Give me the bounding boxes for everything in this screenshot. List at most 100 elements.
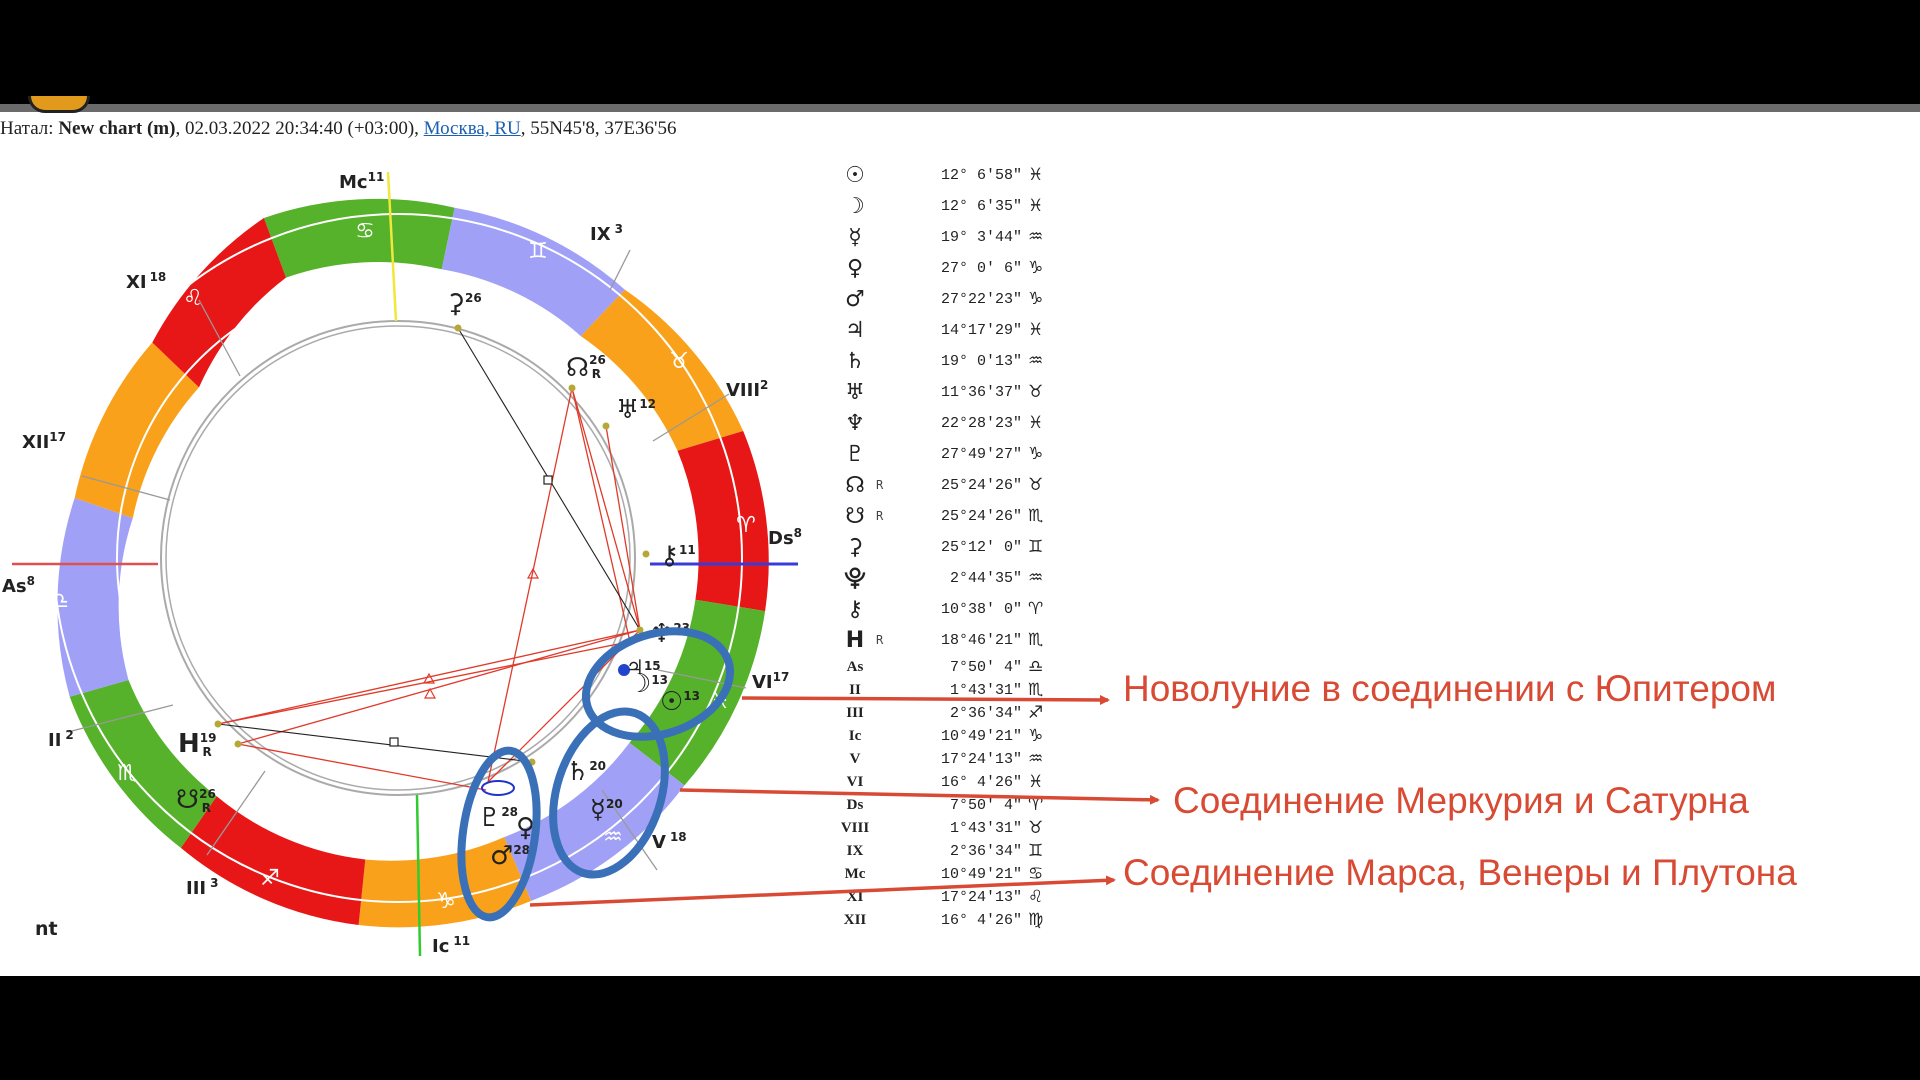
position-degree: 16° 4'26"	[940, 912, 1022, 929]
position-retro-flag: R	[876, 633, 884, 647]
highlight-new-moon-jupiter	[581, 627, 735, 741]
position-sign-icon: ♌	[1028, 887, 1044, 907]
pluto-icon: ♇28	[478, 803, 518, 833]
position-symbol: Mc	[844, 866, 866, 882]
position-degree: 11°36'37"	[940, 384, 1022, 401]
sign-segment-cancer	[263, 198, 455, 278]
position-sign-icon: ♋	[1028, 864, 1044, 884]
position-row: Ds 7°50' 4" ♈	[838, 794, 1044, 817]
house-label-viii: VIII2	[726, 378, 768, 401]
position-sign-icon: ♑	[1028, 726, 1044, 746]
house-label-iii: III 3	[186, 876, 218, 899]
sign-segment-gemini	[441, 207, 625, 337]
position-degree: 10°49'21"	[940, 866, 1022, 883]
position-symbol: ☽	[845, 194, 865, 219]
position-degree: 14°17'29"	[940, 322, 1022, 339]
header-prefix: Натал:	[0, 118, 54, 139]
position-symbol: V	[849, 751, 861, 767]
aries-icon: ♈	[736, 513, 756, 538]
aspect-triangles	[422, 567, 540, 699]
position-degree: 22°28'23"	[940, 415, 1022, 432]
logo-icon	[28, 96, 90, 113]
opposition-lines	[217, 327, 641, 763]
position-row: H R 18°46'21" ♏	[838, 625, 1043, 656]
position-sign-icon: ♑	[1028, 258, 1044, 278]
position-sign-icon: ♓	[1028, 165, 1044, 185]
position-symbol: ⚳	[846, 535, 864, 560]
uranus-icon: ♅12	[616, 395, 656, 425]
position-symbol: ♄	[845, 349, 865, 374]
position-sign-icon: ♑	[1028, 289, 1044, 309]
annotation-mars-venus-pluto: Соединение Марса, Венеры и Плутона	[1123, 852, 1797, 893]
place-link[interactable]: Москва, RU	[423, 118, 521, 139]
position-row: ♇ 27°49'27" ♑	[838, 439, 1043, 470]
position-symbol: VIII	[840, 820, 870, 836]
position-degree: 10°38' 0"	[940, 601, 1022, 618]
position-degree: 27° 0' 6"	[940, 260, 1022, 277]
position-symbol: ♀	[846, 256, 864, 281]
venus-icon: ♀	[516, 813, 535, 843]
sign-segment-libra	[57, 497, 133, 697]
position-sign-icon: ♒	[1028, 227, 1044, 247]
position-symbol: Ic	[848, 728, 862, 744]
house-label-vi: VI17	[752, 670, 789, 693]
position-sign-icon: ♓	[1028, 413, 1044, 433]
virgo-icon: ♍	[75, 419, 95, 444]
position-sign-icon: ♏	[1028, 630, 1044, 650]
position-degree: 16° 4'26"	[940, 774, 1022, 791]
position-sign-icon: ♓	[1028, 320, 1044, 340]
position-row: ♄ 19° 0'13" ♒	[838, 346, 1043, 377]
position-degree: 10°49'21"	[940, 728, 1022, 745]
position-retro-flag: R	[876, 509, 884, 523]
mc-axis	[386, 171, 398, 322]
position-symbol: XII	[843, 912, 867, 928]
position-row: ☽ 12° 6'35" ♓	[838, 191, 1043, 222]
position-row: ☋ R 25°24'26" ♏	[838, 501, 1043, 532]
position-degree: 7°50' 4"	[949, 797, 1022, 814]
capricorn-icon: ♑	[436, 889, 456, 914]
position-sign-icon: ♈	[1028, 599, 1044, 619]
position-row: ⚳ 25°12' 0" ♊	[838, 532, 1043, 563]
annotation-new-moon: Новолуние в соединении с Юпитером	[1123, 668, 1777, 709]
moon-icon: ☽13	[628, 669, 668, 699]
position-degree: 1°43'31"	[949, 820, 1022, 837]
position-sign-icon: ♊	[1028, 537, 1044, 557]
position-degree: 19° 3'44"	[940, 229, 1022, 246]
house-label-mc: Mc11	[339, 170, 384, 193]
house-cusp-lines	[67, 249, 747, 871]
jupiter-label: ♃15	[626, 655, 661, 679]
position-symbol: As	[846, 659, 864, 675]
aspect-lines	[217, 387, 641, 791]
position-sign-icon: ♒	[1028, 568, 1044, 588]
sign-segment-aquarius	[504, 742, 685, 901]
position-degree: 7°50' 4"	[949, 659, 1022, 676]
position-degree: 1°43'31"	[949, 682, 1022, 699]
aquarius-icon: ♒	[603, 825, 623, 850]
position-degree: 19° 0'13"	[940, 353, 1022, 370]
position-row: ♅ 11°36'37" ♉	[838, 377, 1043, 408]
position-degree: 2°36'34"	[949, 705, 1022, 722]
position-symbol: H	[845, 628, 865, 653]
inner-circle-inner	[165, 325, 631, 791]
chart-datetime: , 02.03.2022 20:34:40 (+03:00),	[175, 118, 424, 139]
jupiter-dot	[618, 664, 630, 676]
south-node-icon: ☋26 R	[176, 785, 216, 815]
house-label-xii: XII17	[22, 430, 66, 453]
highlight-mercury-saturn	[549, 707, 669, 879]
position-row: ♆ 22°28'23" ♓	[838, 408, 1043, 439]
leo-icon: ♌	[183, 286, 203, 311]
position-symbol: II	[849, 682, 861, 698]
position-row: II 1°43'31" ♏	[838, 679, 1043, 702]
position-row: ☉ 12° 6'58" ♓	[838, 160, 1043, 191]
top-bar	[0, 104, 1920, 112]
house-label-v: V 18	[652, 830, 687, 853]
house-label-ii: II 2	[48, 728, 74, 751]
position-symbol: ♇	[845, 442, 865, 467]
position-sign-icon: ♈	[1028, 795, 1044, 815]
position-sign-icon: ♍	[1028, 910, 1044, 930]
position-sign-icon: ♓	[1028, 196, 1044, 216]
position-row: IX 2°36'34" ♊	[838, 840, 1044, 863]
position-sign-icon: ♒	[1028, 351, 1044, 371]
position-degree: 18°46'21"	[940, 632, 1022, 649]
sign-segment-sagittarius	[180, 796, 366, 925]
